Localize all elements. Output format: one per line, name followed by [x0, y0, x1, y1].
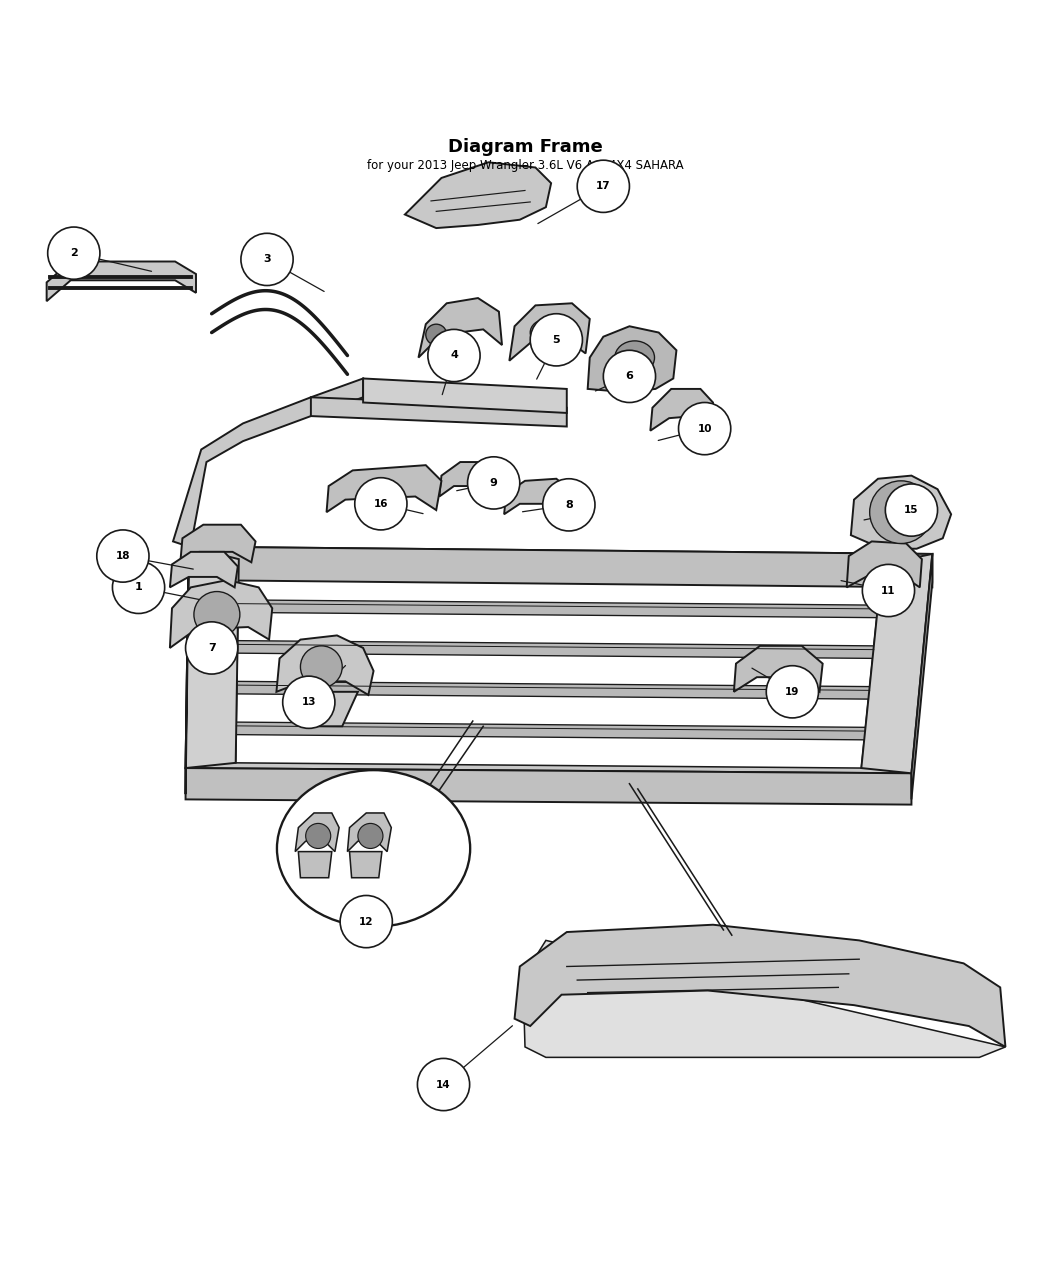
Polygon shape	[348, 813, 392, 852]
Text: 5: 5	[552, 335, 560, 344]
Polygon shape	[439, 462, 499, 496]
Circle shape	[678, 403, 731, 455]
Polygon shape	[186, 547, 189, 794]
Circle shape	[543, 478, 595, 530]
Circle shape	[418, 1058, 469, 1111]
Polygon shape	[186, 768, 911, 805]
Circle shape	[530, 314, 583, 366]
Polygon shape	[363, 379, 567, 413]
Polygon shape	[514, 924, 1006, 1047]
Circle shape	[862, 565, 915, 617]
Text: 12: 12	[359, 917, 374, 927]
Polygon shape	[186, 547, 932, 773]
Text: 8: 8	[565, 500, 572, 510]
Text: 9: 9	[489, 478, 498, 488]
Polygon shape	[238, 601, 878, 617]
Polygon shape	[290, 692, 358, 727]
Polygon shape	[509, 303, 590, 361]
Circle shape	[578, 161, 629, 213]
Circle shape	[306, 824, 331, 848]
Polygon shape	[298, 852, 332, 877]
Polygon shape	[173, 379, 363, 557]
Polygon shape	[419, 298, 502, 357]
Polygon shape	[276, 635, 374, 695]
Text: 13: 13	[301, 697, 316, 708]
Circle shape	[194, 592, 239, 638]
Polygon shape	[237, 640, 874, 658]
Text: 2: 2	[70, 249, 78, 258]
Circle shape	[112, 561, 165, 613]
Text: 17: 17	[596, 181, 611, 191]
Polygon shape	[405, 162, 551, 228]
Polygon shape	[181, 525, 255, 562]
Text: 18: 18	[116, 551, 130, 561]
Polygon shape	[327, 465, 441, 513]
Polygon shape	[295, 813, 339, 852]
Circle shape	[97, 530, 149, 583]
Text: 11: 11	[881, 585, 896, 595]
Circle shape	[604, 351, 655, 403]
Text: for your 2013 Jeep Wrangler 3.6L V6 A/T 4X4 SAHARA: for your 2013 Jeep Wrangler 3.6L V6 A/T …	[366, 159, 684, 172]
Circle shape	[467, 456, 520, 509]
Text: 3: 3	[264, 255, 271, 264]
Polygon shape	[186, 547, 238, 768]
Circle shape	[358, 824, 383, 848]
Text: 10: 10	[697, 423, 712, 434]
Circle shape	[240, 233, 293, 286]
Polygon shape	[170, 552, 237, 588]
Polygon shape	[236, 722, 865, 740]
Polygon shape	[189, 547, 932, 588]
Text: 15: 15	[904, 505, 919, 515]
Ellipse shape	[615, 340, 654, 375]
Circle shape	[766, 666, 819, 718]
Polygon shape	[170, 580, 272, 648]
Text: 19: 19	[785, 687, 799, 697]
Text: 14: 14	[436, 1080, 450, 1090]
Polygon shape	[588, 326, 676, 391]
Polygon shape	[237, 681, 869, 699]
Circle shape	[426, 324, 446, 346]
Polygon shape	[504, 478, 572, 514]
Text: 7: 7	[208, 643, 215, 653]
Polygon shape	[911, 553, 932, 799]
Circle shape	[885, 484, 938, 537]
Circle shape	[186, 622, 237, 674]
Circle shape	[282, 676, 335, 728]
Text: 6: 6	[626, 371, 633, 381]
Polygon shape	[861, 553, 932, 773]
Text: 16: 16	[374, 499, 388, 509]
Circle shape	[355, 478, 407, 530]
Circle shape	[427, 329, 480, 381]
Circle shape	[869, 481, 932, 543]
Polygon shape	[846, 542, 922, 588]
Polygon shape	[311, 398, 567, 427]
Polygon shape	[650, 389, 713, 431]
Polygon shape	[734, 646, 822, 692]
Ellipse shape	[277, 770, 470, 927]
Ellipse shape	[530, 320, 562, 346]
Text: 4: 4	[450, 351, 458, 361]
Polygon shape	[46, 261, 196, 301]
Polygon shape	[235, 560, 882, 768]
Circle shape	[340, 895, 393, 947]
Polygon shape	[850, 476, 951, 548]
Circle shape	[47, 227, 100, 279]
Text: Diagram Frame: Diagram Frame	[447, 138, 603, 157]
Polygon shape	[350, 852, 382, 877]
Polygon shape	[523, 941, 1006, 1057]
Text: 1: 1	[134, 583, 143, 593]
Circle shape	[300, 646, 342, 687]
